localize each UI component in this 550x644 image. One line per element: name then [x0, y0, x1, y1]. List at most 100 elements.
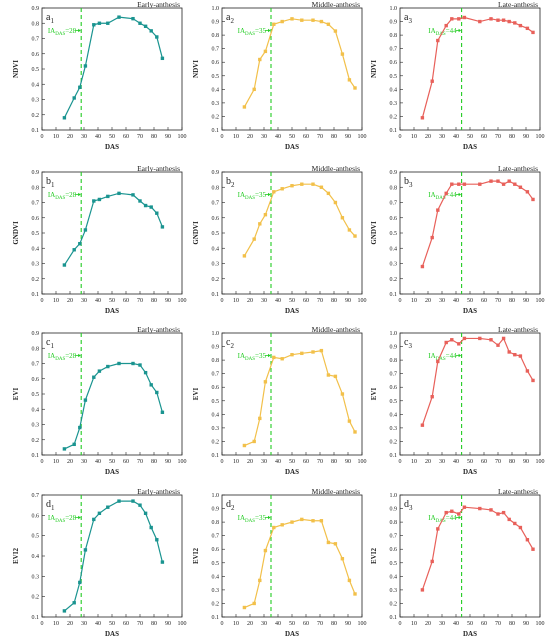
y-tick-label: 0.3: [212, 588, 220, 594]
panel-label-sub: 3: [408, 17, 412, 25]
x-tick-label: 30: [439, 298, 445, 304]
data-point: [300, 18, 304, 22]
data-point: [155, 538, 159, 542]
y-tick-label: 0.3: [32, 574, 40, 580]
ia-sub: DAS: [55, 357, 65, 362]
data-point: [131, 193, 135, 197]
y-tick-label: 0.9: [390, 170, 398, 176]
data-point: [326, 22, 331, 26]
data-point: [242, 605, 247, 610]
data-point: [290, 520, 294, 524]
x-tick-label: 10: [233, 459, 239, 465]
y-axis-label: EVI: [12, 388, 20, 401]
ia-prefix: IA: [48, 191, 55, 199]
y-tick-label: 0.6: [32, 377, 40, 383]
data-point: [518, 185, 523, 189]
x-tick-label: 60: [481, 298, 487, 304]
x-tick-label: 10: [233, 621, 239, 627]
data-point: [252, 87, 256, 92]
panel-label-sub: 3: [409, 504, 413, 512]
data-point: [280, 357, 284, 361]
data-point: [436, 208, 440, 212]
data-point: [507, 19, 511, 24]
data-point: [62, 447, 67, 451]
data-point: [347, 228, 352, 232]
y-tick-label: 0.9: [390, 345, 398, 351]
x-axis-label: DAS: [285, 307, 299, 315]
data-point: [290, 17, 294, 21]
x-tick-label: 10: [411, 298, 417, 304]
panel-title: Late-anthesis: [498, 325, 538, 334]
y-tick-label: 0.5: [32, 231, 40, 237]
data-point: [457, 342, 461, 346]
x-tick-label: 20: [247, 134, 253, 140]
y-tick-label: 0.2: [212, 114, 220, 120]
data-point: [430, 559, 434, 564]
data-point: [160, 410, 165, 414]
data-point: [518, 23, 523, 28]
ia-das-annotation: IADAS=35: [238, 514, 267, 524]
data-point: [501, 336, 506, 341]
x-tick-label: 90: [345, 298, 351, 304]
y-tick-label: 0.9: [390, 507, 398, 513]
x-tick-label: 10: [53, 134, 59, 140]
x-tick-label: 100: [536, 298, 545, 304]
x-tick-label: 40: [453, 134, 459, 140]
ia-das-annotation: IADAS=28: [48, 27, 77, 37]
data-point: [347, 419, 352, 423]
data-point: [420, 423, 425, 427]
y-tick-label: 0.7: [390, 47, 398, 53]
data-point: [340, 52, 345, 56]
x-tick-label: 40: [453, 298, 459, 304]
ia-sub: DAS: [55, 196, 65, 201]
x-tick-label: 70: [495, 298, 501, 304]
ia-das-annotation: IADAS=44: [428, 352, 457, 362]
data-point: [258, 578, 262, 583]
ia-das-annotation: IADAS=35: [238, 352, 267, 362]
data-point: [518, 354, 523, 358]
ia-prefix: IA: [48, 352, 55, 360]
data-point: [131, 361, 135, 366]
x-tick-label: 30: [81, 134, 87, 140]
data-point: [252, 439, 256, 444]
x-tick-label: 20: [67, 621, 73, 627]
ia-sub: DAS: [436, 519, 446, 524]
y-tick-label: 0.9: [32, 331, 40, 337]
ia-prefix: IA: [238, 191, 245, 199]
data-point: [97, 369, 102, 373]
x-tick-label: 90: [345, 621, 351, 627]
data-point: [326, 191, 331, 196]
series-line: [64, 362, 163, 450]
data-point: [420, 588, 425, 592]
panel-title: Middle-anthesis: [312, 325, 360, 334]
x-tick-label: 30: [261, 134, 267, 140]
y-axis-label: EVI2: [370, 548, 378, 564]
data-point: [462, 336, 467, 341]
data-point: [290, 184, 294, 188]
y-tick-label: 0.5: [32, 534, 40, 540]
ia-das-annotation: IADAS=44: [428, 191, 457, 201]
data-point: [501, 510, 506, 515]
y-tick-label: 0.5: [212, 231, 220, 237]
series-line: [64, 500, 163, 612]
ia-suffix: =35: [255, 352, 266, 360]
data-point: [311, 519, 315, 523]
data-point: [478, 506, 482, 511]
x-axis-label: DAS: [105, 307, 119, 315]
data-point: [78, 425, 82, 430]
x-tick-label: 0: [41, 298, 44, 304]
data-point: [333, 29, 338, 33]
data-point: [311, 18, 315, 22]
data-point: [496, 18, 500, 22]
x-tick-label: 50: [467, 459, 473, 465]
y-tick-label: 0.3: [212, 426, 220, 432]
x-tick-label: 50: [109, 459, 115, 465]
x-tick-label: 60: [123, 621, 129, 627]
data-point: [62, 263, 67, 267]
ia-suffix: =44: [446, 352, 457, 360]
y-tick-label: 0.7: [32, 201, 40, 207]
y-tick-label: 0.6: [32, 216, 40, 222]
y-tick-label: 0.6: [32, 52, 40, 58]
x-tick-label: 20: [425, 134, 431, 140]
